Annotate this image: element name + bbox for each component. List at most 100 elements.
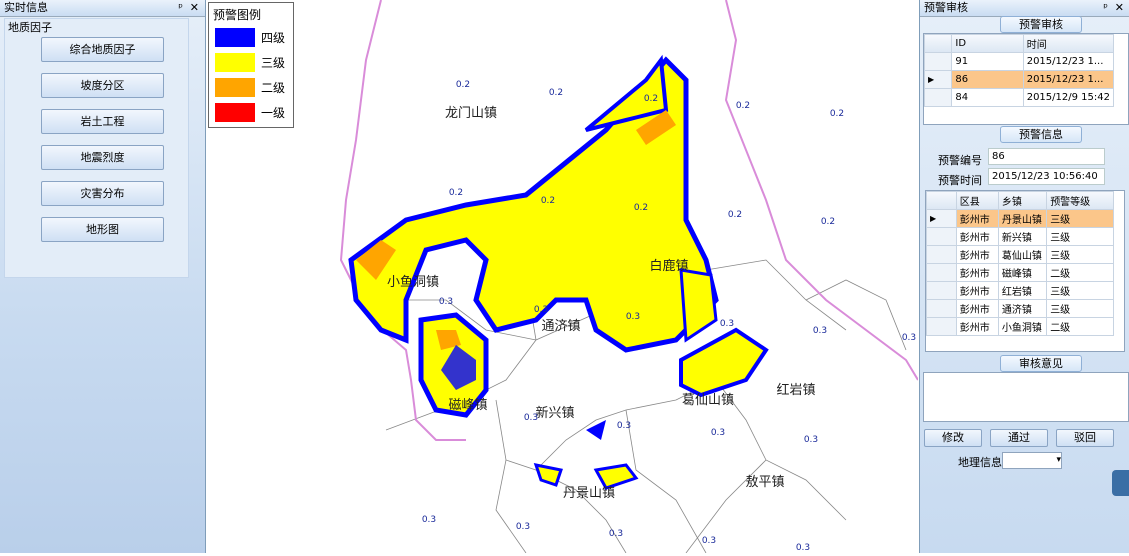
map-view: 龙门山镇 小鱼洞镇 通济镇 白鹿镇 磁峰镇 新兴镇 葛仙山镇 红岩镇 丹景山镇 敖平镇 0.2 0.2… xyxy=(206,0,919,554)
factor-button[interactable]: 灾害分布 xyxy=(41,181,164,206)
factor-button[interactable]: 地震烈度 xyxy=(41,145,164,170)
town-label: 敖平镇 xyxy=(745,474,784,490)
value-label: 0.3 xyxy=(617,421,631,431)
legend-items: 四级三级二级一级 xyxy=(209,26,293,126)
row-selector xyxy=(926,227,957,246)
legend-swatch xyxy=(215,53,255,72)
left-panel: 实时信息 ᵖ ✕ 地质因子 综合地质因子 坡度分区 岩土工程 地震烈度 灾害分布 地形图 xyxy=(0,0,206,553)
value-label: 0.3 xyxy=(902,333,916,343)
value-label: 0.2 xyxy=(821,217,835,227)
factor-button[interactable]: 综合地质因子 xyxy=(41,37,164,62)
legend-swatch xyxy=(215,103,255,122)
action-button[interactable]: 通过 xyxy=(990,429,1048,447)
field-value: 86 xyxy=(988,148,1105,165)
group-label: 预警信息 xyxy=(1000,126,1082,143)
column-header: ID xyxy=(951,34,1024,53)
field-label: 预警时间 xyxy=(938,174,982,187)
grid-header: 区县 乡镇 预警等级 xyxy=(926,191,1114,210)
legend-item: 三级 xyxy=(209,51,293,76)
value-label: 0.3 xyxy=(711,428,725,438)
town-label: 通济镇 xyxy=(541,319,580,334)
legend-swatch xyxy=(215,78,255,97)
geo-dropdown[interactable]: ▾ xyxy=(1002,452,1062,469)
town-label: 新兴镇 xyxy=(535,405,574,421)
pin-button[interactable]: ᵖ xyxy=(178,1,183,14)
grid-cell: 新兴镇 xyxy=(997,227,1048,246)
value-label: 0.3 xyxy=(702,536,716,546)
grid-row[interactable]: 彭州市 通济镇 三级 xyxy=(926,299,1114,318)
value-label: 0.2 xyxy=(549,88,563,98)
column-header: 区县 xyxy=(955,191,999,210)
grid-cell: 通济镇 xyxy=(997,299,1048,318)
row-selector xyxy=(926,299,957,318)
factor-button[interactable]: 地形图 xyxy=(41,217,164,242)
value-label: 0.2 xyxy=(830,109,844,119)
value-label: 0.2 xyxy=(728,210,742,220)
value-label: 0.2 xyxy=(449,188,463,198)
side-tab[interactable] xyxy=(1112,470,1129,496)
grid-row[interactable]: 彭州市 新兴镇 三级 xyxy=(926,227,1114,246)
grid-cell: 彭州市 xyxy=(955,209,999,228)
town-label: 白鹿镇 xyxy=(649,258,688,274)
column-header: 时间 xyxy=(1022,34,1115,53)
value-label: 0.3 xyxy=(796,543,810,553)
grid-cell: 彭州市 xyxy=(955,299,999,318)
action-button[interactable]: 驳回 xyxy=(1056,429,1114,447)
value-label: 0.3 xyxy=(804,435,818,445)
review-grid: ID 时间 91 2015/12/23 1... ▶ 86 2015/12/23 1... 8… xyxy=(923,33,1129,125)
legend-item: 四级 xyxy=(209,26,293,51)
town-grid: 区县 乡镇 预警等级 ▶ 彭州市 丹景山镇 三级 彭州市 新兴镇 三级 彭州市 葛仙山镇 三级 彭州市 磁峰… xyxy=(925,190,1125,352)
grid-row[interactable]: 彭州市 红岩镇 三级 xyxy=(926,281,1114,300)
review-table: ID 时间 91 2015/12/23 1... ▶ 86 2015/12/23 1... 8… xyxy=(924,34,1115,107)
grid-row[interactable]: ▶ 86 2015/12/23 1... xyxy=(924,70,1115,89)
grid-cell: 2015/12/9 15:42 xyxy=(1022,88,1115,107)
grid-row[interactable]: 84 2015/12/9 15:42 xyxy=(924,88,1115,107)
row-selector xyxy=(924,88,953,107)
district-border xyxy=(724,0,919,381)
row-selector xyxy=(924,34,953,53)
grid-row[interactable]: 91 2015/12/23 1... xyxy=(924,52,1115,71)
column-header: 预警等级 xyxy=(1046,191,1114,210)
column-header: 乡镇 xyxy=(997,191,1048,210)
field-label: 预警编号 xyxy=(938,154,982,167)
factor-button[interactable]: 坡度分区 xyxy=(41,73,164,98)
legend-label: 二级 xyxy=(261,81,286,95)
legend-swatch xyxy=(215,28,255,47)
grid-cell: 二级 xyxy=(1046,263,1114,282)
pin-button[interactable]: ᵖ xyxy=(1103,1,1108,14)
grid-row[interactable]: 彭州市 葛仙山镇 三级 xyxy=(926,245,1114,264)
value-label: 0.3 xyxy=(524,413,538,423)
grid-row[interactable]: 彭州市 磁峰镇 二级 xyxy=(926,263,1114,282)
grid-cell: 丹景山镇 xyxy=(997,209,1048,228)
value-label: 0.2 xyxy=(634,203,648,213)
grid-cell: 葛仙山镇 xyxy=(997,245,1048,264)
town-label: 红岩镇 xyxy=(776,382,815,398)
opinion-input[interactable] xyxy=(923,372,1129,422)
action-button[interactable]: 修改 xyxy=(924,429,982,447)
legend-item: 一级 xyxy=(209,101,293,126)
grid-cell: 彭州市 xyxy=(955,263,999,282)
value-label: 0.3 xyxy=(626,312,640,322)
group-label: 地质因子 xyxy=(8,21,52,34)
group-label: 预警审核 xyxy=(1000,16,1082,33)
value-label: 0.2 xyxy=(644,94,658,104)
value-label: 0.2 xyxy=(736,101,750,111)
value-label: 0.2 xyxy=(541,196,555,206)
close-button[interactable]: ✕ xyxy=(1114,1,1124,14)
grid-cell: 彭州市 xyxy=(955,317,999,336)
factor-button[interactable]: 岩土工程 xyxy=(41,109,164,134)
value-label: 0.3 xyxy=(516,522,530,532)
grid-cell: 86 xyxy=(951,70,1024,89)
value-label: 0.3 xyxy=(609,529,623,539)
grid-row[interactable]: ▶ 彭州市 丹景山镇 三级 xyxy=(926,209,1114,228)
row-selector xyxy=(926,263,957,282)
close-button[interactable]: ✕ xyxy=(189,1,199,14)
row-selector xyxy=(926,191,957,210)
grid-row[interactable]: 彭州市 小鱼洞镇 二级 xyxy=(926,317,1114,336)
grid-cell: 彭州市 xyxy=(955,227,999,246)
grid-cell: 2015/12/23 1... xyxy=(1022,70,1115,89)
town-label: 丹景山镇 xyxy=(563,486,615,501)
grid-cell: 磁峰镇 xyxy=(997,263,1048,282)
legend-label: 三级 xyxy=(261,56,286,70)
